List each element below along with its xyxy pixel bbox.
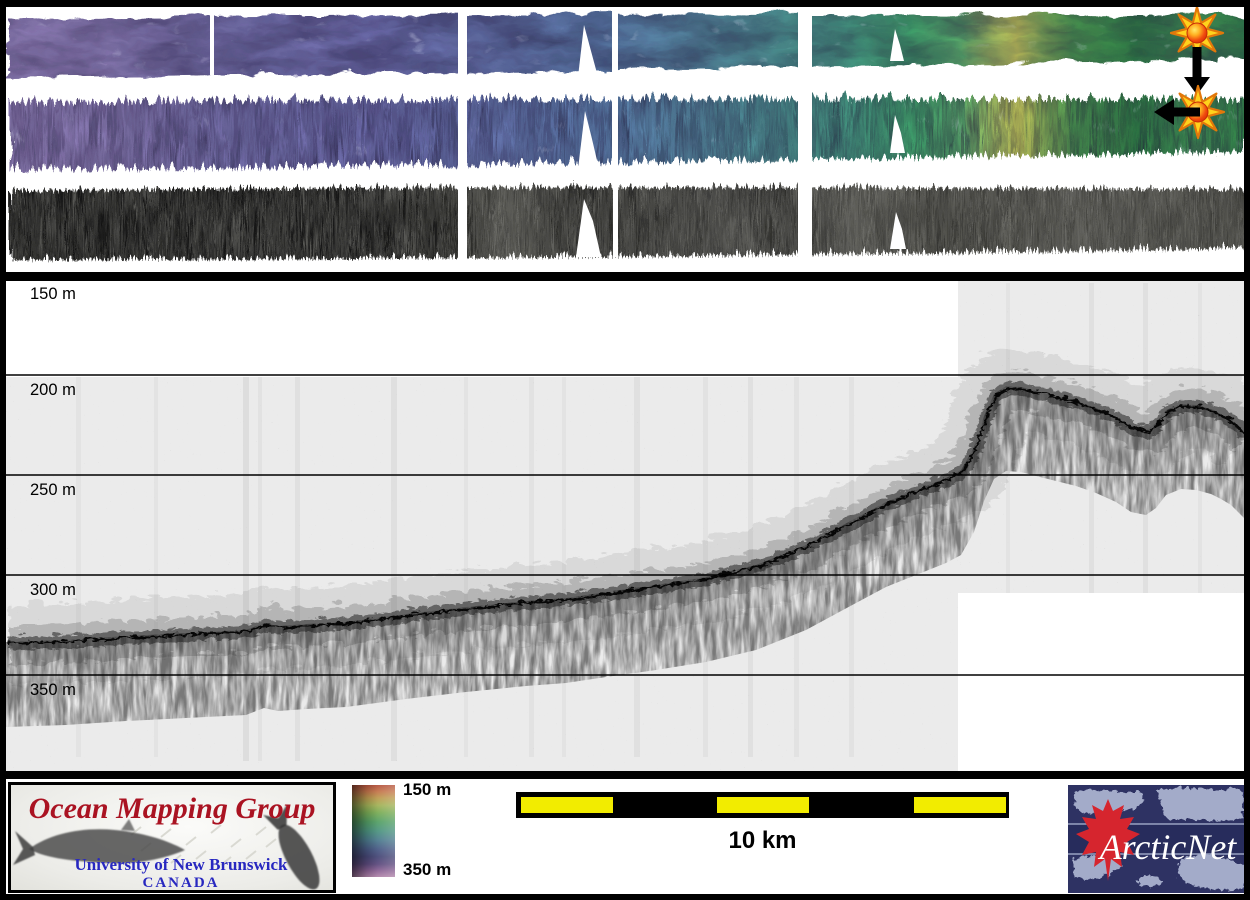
scale-bar xyxy=(516,792,1009,818)
frame-border-right xyxy=(1244,0,1250,900)
swath-gaps xyxy=(210,7,906,265)
separator-echogram-footer xyxy=(0,771,1250,779)
swath-strips-panel xyxy=(6,7,1244,265)
omg-country: CANADA xyxy=(143,875,220,890)
subbottom-echogram-panel: 150 m 200 m 250 m 300 m 350 m xyxy=(6,281,1244,771)
whale-silhouette-left xyxy=(13,819,185,865)
sun-illumination-left-icon xyxy=(1154,84,1226,140)
omg-title: Ocean Mapping Group xyxy=(29,792,316,825)
bathymetry-strip-illum-down xyxy=(6,11,1244,75)
frame-border-bottom xyxy=(0,894,1250,900)
whale-silhouette-right xyxy=(263,804,320,890)
depth-label-200: 200 m xyxy=(30,381,76,399)
omg-university: University of New Brunswick xyxy=(75,855,289,874)
sidescan-strip xyxy=(6,183,1244,255)
arcticnet-logo: ArcticNet xyxy=(1068,785,1244,893)
depth-gridlines xyxy=(6,374,1244,676)
depth-axis-labels: 150 m 200 m 250 m 300 m 350 m xyxy=(30,285,76,699)
frame-border-top xyxy=(0,0,1250,7)
maple-leaf-icon xyxy=(1076,799,1140,881)
depth-label-250: 250 m xyxy=(30,481,76,499)
depth-label-150: 150 m xyxy=(30,285,76,303)
depth-label-350: 350 m xyxy=(30,681,76,699)
bathymetry-strip-illum-left xyxy=(6,94,1244,165)
separator-top-echogram xyxy=(0,272,1250,281)
depth-colorbar xyxy=(352,785,395,877)
depth-label-300: 300 m xyxy=(30,581,76,599)
scale-bar-label: 10 km xyxy=(728,827,797,854)
scale-bar-segment xyxy=(521,797,613,813)
colorbar-bottom-label: 350 m xyxy=(403,860,452,879)
arcticnet-logo-art: ArcticNet xyxy=(1068,786,1244,889)
scale-bar-segment xyxy=(914,797,1006,813)
omg-logo: Ocean Mapping Group University of New Br… xyxy=(8,782,336,893)
omg-logo-art: Ocean Mapping Group University of New Br… xyxy=(13,792,320,891)
arcticnet-wordmark: ArcticNet xyxy=(1098,827,1238,867)
scale-bar-segment xyxy=(717,797,809,813)
frame-border-left xyxy=(0,0,6,900)
colorbar-top-label: 150 m xyxy=(403,780,452,799)
arrow-left-icon xyxy=(1154,99,1174,125)
